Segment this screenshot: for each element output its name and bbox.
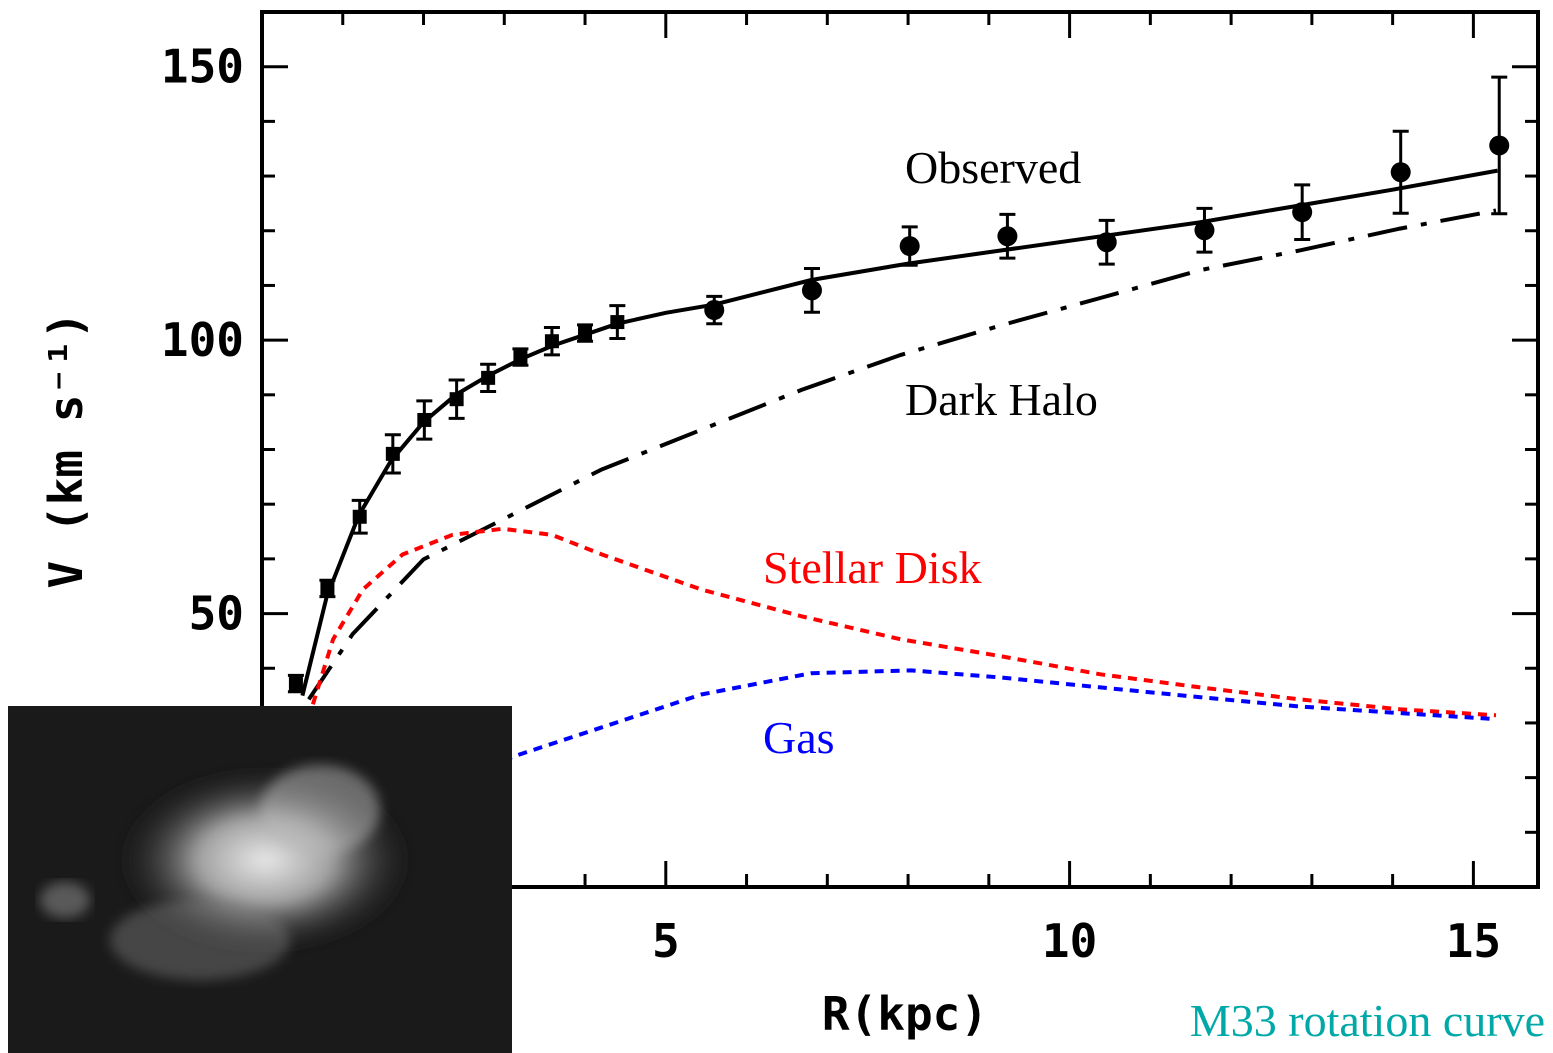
curve-label: Dark Halo bbox=[905, 374, 1098, 425]
curve-label: Observed bbox=[905, 142, 1081, 193]
curve-label: Stellar Disk bbox=[763, 542, 981, 593]
data-point bbox=[704, 300, 724, 320]
x-tick-label: 10 bbox=[1042, 914, 1097, 968]
data-point bbox=[1097, 232, 1117, 252]
data-point bbox=[1194, 220, 1214, 240]
data-point bbox=[353, 510, 367, 524]
galaxy-arm bbox=[40, 882, 90, 918]
chart: 50 100 150 5 10 15 Observed Dark Halo Stellar Di… bbox=[0, 0, 1553, 1053]
x-tick-label: 5 bbox=[652, 914, 680, 968]
data-point bbox=[386, 447, 400, 461]
x-axis-label: R(kpc) bbox=[822, 987, 988, 1041]
galaxy-arm bbox=[260, 765, 380, 855]
data-point bbox=[1391, 162, 1411, 182]
data-point bbox=[1489, 135, 1509, 155]
caption: M33 rotation curve bbox=[1190, 995, 1545, 1046]
data-point bbox=[545, 334, 559, 348]
y-tick-label: 100 bbox=[161, 313, 244, 367]
data-point bbox=[320, 581, 334, 595]
data-point bbox=[610, 315, 624, 329]
data-point bbox=[450, 392, 464, 406]
data-point bbox=[900, 236, 920, 256]
y-tick-label: 50 bbox=[189, 587, 244, 641]
y-axis-label: V (km s⁻¹) bbox=[39, 312, 93, 589]
data-point bbox=[417, 413, 431, 427]
galaxy-image bbox=[8, 706, 512, 1053]
curve bbox=[302, 171, 1497, 696]
data-point bbox=[513, 350, 527, 364]
data-point bbox=[802, 280, 822, 300]
data-point bbox=[578, 326, 592, 340]
curve bbox=[309, 211, 1496, 700]
data-point bbox=[1292, 202, 1312, 222]
curve-label: Gas bbox=[763, 712, 835, 763]
curve bbox=[343, 670, 1496, 832]
y-tick-label: 150 bbox=[161, 40, 244, 94]
data-point bbox=[997, 226, 1017, 246]
data-point bbox=[289, 677, 303, 691]
x-tick-label: 15 bbox=[1446, 914, 1501, 968]
galaxy-arm bbox=[110, 900, 290, 980]
data-point bbox=[481, 371, 495, 385]
